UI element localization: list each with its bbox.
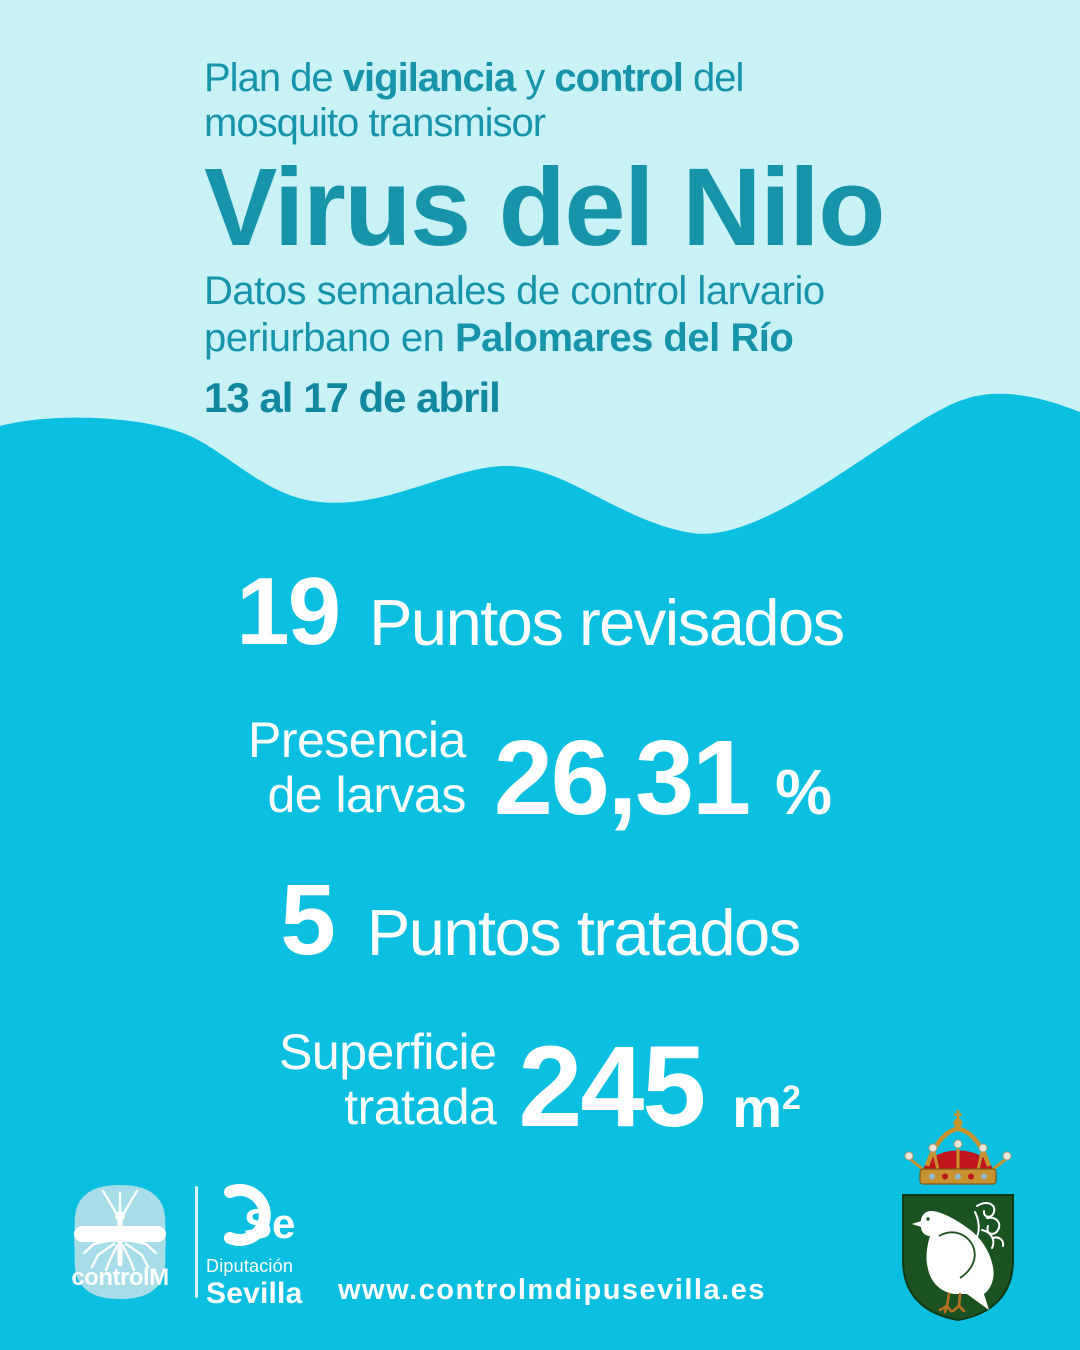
intro-suffix: del — [682, 56, 744, 100]
dove-icon — [912, 1211, 994, 1314]
stat-label-tratados: Puntos tratados — [366, 896, 801, 969]
stat-unit-percent: % — [775, 756, 832, 828]
stat-value-superficie: 245 — [518, 1023, 706, 1151]
stat-row-presencia-larvas: Presencia de larvas 26,31 % — [0, 713, 1080, 837]
controlm-label: controlM — [71, 1264, 169, 1291]
dse-logo-icon: Se — [224, 1184, 295, 1247]
intro-text: Plan de vigilancia y control del mosquito… — [204, 56, 744, 146]
intro-mid: y — [515, 56, 555, 100]
subtitle-place: Palomares del Río — [454, 316, 794, 360]
dse-mark-text: Se — [244, 1200, 295, 1247]
stat-label-larvas: Presencia de larvas — [248, 713, 466, 831]
intro-bold-control: control — [554, 56, 684, 100]
intro-prefix: Plan de — [204, 56, 343, 100]
dse-name-line2: Sevilla — [206, 1277, 303, 1310]
stat-row-puntos-revisados: 19 Puntos revisados — [0, 564, 1080, 660]
crown-icon — [904, 1110, 1012, 1185]
controlm-logo — [58, 1180, 182, 1304]
dse-logo: Se Diputación Sevilla — [206, 1184, 302, 1309]
coat-of-arms — [902, 1110, 1014, 1322]
stat-value-revisados: 19 — [236, 558, 341, 665]
page-title: Virus del Nilo — [204, 146, 885, 269]
subtitle: Datos semanales de control larvario periu… — [204, 268, 825, 362]
stat-unit-m: m — [732, 1076, 783, 1139]
stat-row-puntos-tratados: 5 Puntos tratados — [0, 870, 1080, 970]
stat-value-tratados: 5 — [280, 864, 336, 976]
subtitle-line2-prefix: periurbano en — [204, 316, 455, 360]
stat-label-revisados: Puntos revisados — [369, 586, 845, 659]
stat-label-larvas-line2: de larvas — [267, 767, 466, 823]
stat-unit-exponent: 2 — [782, 1079, 801, 1117]
stat-row-superficie-tratada: Superficie tratada 245 m2 — [0, 1025, 1080, 1145]
stat-label-superficie-line1: Superficie — [279, 1024, 497, 1080]
intro-bold-vigilancia: vigilancia — [342, 56, 516, 100]
stat-unit-square-meters: m2 — [732, 1080, 801, 1145]
stat-label-superficie: Superficie tratada — [279, 1024, 497, 1145]
website-url[interactable]: www.controlmdipusevilla.es — [338, 1274, 766, 1306]
stat-value-larvas: 26,31 — [493, 719, 751, 837]
date-range: 13 al 17 de abril — [204, 374, 501, 421]
logo-separator — [195, 1186, 198, 1298]
wave-background — [0, 0, 1080, 534]
subtitle-line1: Datos semanales de control larvario — [204, 269, 825, 313]
shield — [902, 1194, 1014, 1322]
stat-label-larvas-line1: Presencia — [247, 712, 466, 768]
stat-label-superficie-line2: tratada — [344, 1079, 497, 1135]
intro-line2: mosquito transmisor — [204, 101, 546, 145]
mosquito-icon — [74, 1185, 166, 1299]
dse-name-line1: Diputación — [206, 1256, 294, 1276]
